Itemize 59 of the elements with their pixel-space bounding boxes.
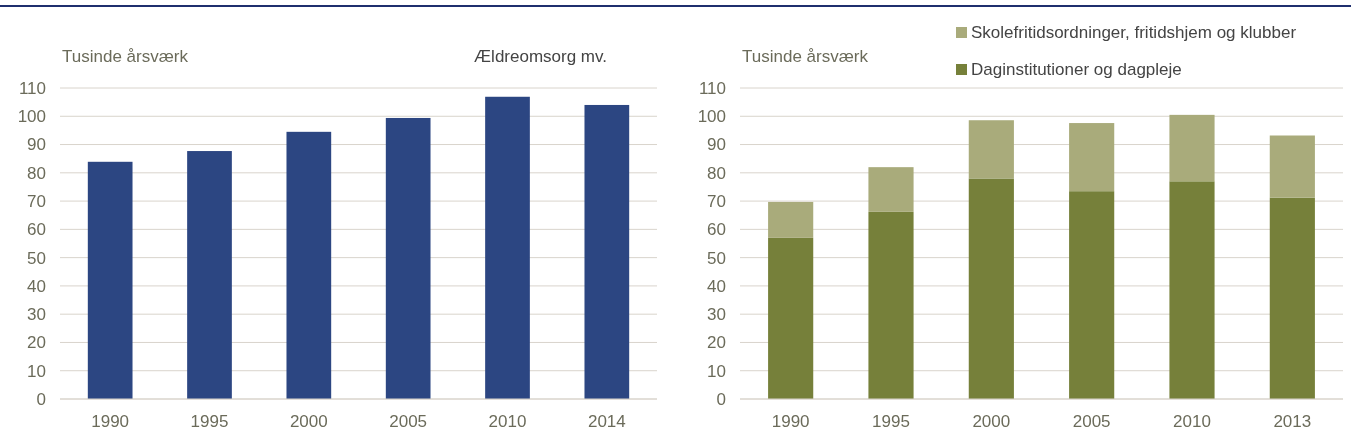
bar	[485, 96, 530, 399]
bar	[1169, 114, 1215, 182]
y-tick-label: 0	[36, 389, 46, 409]
y-tick-label: 60	[707, 220, 726, 240]
y-tick-label: 40	[27, 276, 46, 296]
y-axis-title: Tusinde årsværk	[62, 47, 189, 66]
y-tick-label: 20	[27, 333, 46, 353]
bar	[1269, 197, 1315, 399]
bar	[1069, 123, 1115, 192]
bar	[1269, 135, 1315, 198]
x-tick-label: 2010	[1173, 412, 1211, 431]
x-tick-label: 1995	[190, 412, 229, 431]
y-tick-label: 20	[707, 333, 726, 353]
y-tick-label: 100	[17, 107, 46, 127]
y-tick-label: 30	[707, 305, 726, 325]
y-tick-label: 40	[707, 276, 726, 296]
y-tick-label: 100	[697, 107, 726, 127]
y-tick-label: 90	[27, 135, 46, 155]
y-axis-title: Tusinde årsværk	[742, 47, 869, 66]
x-tick-label: 2000	[289, 412, 328, 431]
y-tick-label: 70	[27, 192, 46, 212]
y-tick-label: 80	[707, 163, 726, 183]
bar	[286, 131, 332, 399]
y-tick-label: 90	[707, 135, 726, 155]
bar	[768, 201, 814, 238]
y-tick-label: 10	[707, 361, 726, 381]
bar	[968, 178, 1014, 399]
legend-label: Skolefritidsordninger, fritidshjem og klubber	[971, 23, 1297, 42]
y-tick-label: 110	[18, 78, 46, 98]
x-tick-label: 2014	[587, 412, 626, 431]
legend-label: Daginstitutioner og dagpleje	[971, 60, 1182, 79]
x-tick-label: 2013	[1273, 412, 1312, 431]
x-tick-label: 1990	[91, 412, 130, 431]
bar	[868, 167, 914, 212]
x-tick-label: 2005	[1072, 412, 1111, 431]
x-tick-label: 1990	[771, 412, 810, 431]
y-tick-label: 10	[27, 361, 46, 381]
bar	[768, 237, 814, 399]
bar	[1069, 191, 1115, 399]
y-tick-label: 110	[698, 78, 726, 98]
bar	[187, 151, 232, 399]
y-tick-label: 30	[27, 305, 46, 325]
bar	[1169, 181, 1215, 399]
y-tick-label: 80	[27, 163, 46, 183]
bar	[584, 104, 630, 399]
y-tick-label: 60	[27, 220, 46, 240]
y-tick-label: 0	[716, 389, 726, 409]
bar	[968, 120, 1014, 179]
y-tick-label: 50	[27, 248, 46, 268]
y-tick-label: 70	[707, 192, 726, 212]
bar	[87, 161, 133, 399]
bar	[868, 211, 914, 399]
x-tick-label: 1995	[872, 412, 910, 431]
chart-title: Ældreomsorg mv.	[474, 47, 607, 66]
x-tick-label: 2010	[488, 412, 527, 431]
x-tick-label: 2005	[389, 412, 428, 431]
bar	[385, 117, 431, 399]
y-tick-label: 50	[707, 248, 726, 268]
x-tick-label: 2000	[972, 412, 1011, 431]
